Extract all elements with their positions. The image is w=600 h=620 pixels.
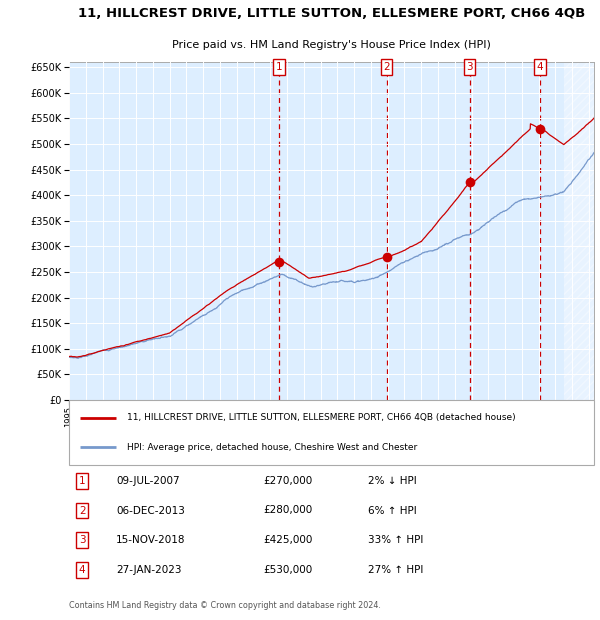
Text: 3: 3	[79, 536, 85, 546]
Text: 4: 4	[79, 565, 85, 575]
Text: 09-JUL-2007: 09-JUL-2007	[116, 476, 180, 485]
Text: 2: 2	[383, 62, 390, 72]
Text: £425,000: £425,000	[263, 536, 313, 546]
Text: 1: 1	[275, 62, 283, 72]
Text: 11, HILLCREST DRIVE, LITTLE SUTTON, ELLESMERE PORT, CH66 4QB: 11, HILLCREST DRIVE, LITTLE SUTTON, ELLE…	[78, 7, 585, 20]
Text: 15-NOV-2018: 15-NOV-2018	[116, 536, 186, 546]
Text: Contains HM Land Registry data © Crown copyright and database right 2024.: Contains HM Land Registry data © Crown c…	[69, 601, 381, 609]
Text: £530,000: £530,000	[263, 565, 313, 575]
Text: HPI: Average price, detached house, Cheshire West and Chester: HPI: Average price, detached house, Ches…	[127, 443, 417, 452]
Text: £270,000: £270,000	[263, 476, 313, 485]
Text: 33% ↑ HPI: 33% ↑ HPI	[368, 536, 424, 546]
Text: £280,000: £280,000	[263, 505, 313, 515]
Text: 4: 4	[536, 62, 543, 72]
Text: Price paid vs. HM Land Registry's House Price Index (HPI): Price paid vs. HM Land Registry's House …	[172, 40, 491, 50]
Text: 6% ↑ HPI: 6% ↑ HPI	[368, 505, 417, 515]
Text: 27% ↑ HPI: 27% ↑ HPI	[368, 565, 424, 575]
Text: 2% ↓ HPI: 2% ↓ HPI	[368, 476, 417, 485]
Text: 3: 3	[466, 62, 473, 72]
FancyBboxPatch shape	[69, 400, 594, 465]
Bar	[564, 62, 594, 400]
Text: 1: 1	[79, 476, 85, 485]
Text: 27-JAN-2023: 27-JAN-2023	[116, 565, 182, 575]
Text: 2: 2	[79, 505, 85, 515]
Text: 11, HILLCREST DRIVE, LITTLE SUTTON, ELLESMERE PORT, CH66 4QB (detached house): 11, HILLCREST DRIVE, LITTLE SUTTON, ELLE…	[127, 413, 515, 422]
Text: 06-DEC-2013: 06-DEC-2013	[116, 505, 185, 515]
